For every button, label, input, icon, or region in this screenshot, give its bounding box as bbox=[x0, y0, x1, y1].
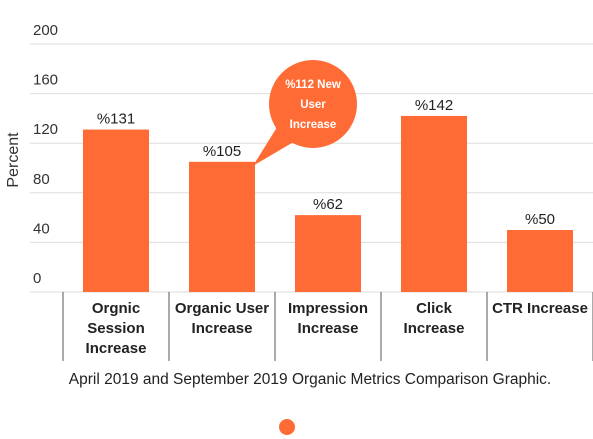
x-tick-label: Session bbox=[87, 320, 145, 337]
x-tick-label: Increase bbox=[86, 340, 147, 357]
callout-bubble bbox=[269, 60, 357, 148]
bar bbox=[295, 215, 361, 292]
data-label: %131 bbox=[97, 111, 135, 128]
x-tick-label: Increase bbox=[298, 320, 359, 337]
bar bbox=[83, 129, 149, 292]
y-tick-label: 160 bbox=[33, 72, 58, 89]
callout-text: User bbox=[300, 99, 326, 111]
y-tick-label: 120 bbox=[33, 121, 58, 138]
legend-marker bbox=[279, 419, 295, 435]
y-tick-label: 40 bbox=[33, 220, 50, 237]
data-label: %142 bbox=[415, 97, 453, 114]
data-label: %62 bbox=[313, 196, 343, 213]
y-tick-label: 200 bbox=[33, 22, 58, 39]
data-labels: %131 %105 %62 %142 %50 bbox=[97, 97, 555, 228]
x-tick-label: Click bbox=[416, 300, 453, 317]
x-tick-label: CTR Increase bbox=[492, 300, 588, 317]
bar bbox=[507, 230, 573, 292]
chart-caption: April 2019 and September 2019 Organic Me… bbox=[69, 371, 551, 388]
y-axis-ticks: 0 40 80 120 160 200 bbox=[33, 22, 58, 287]
y-axis-label: Percent bbox=[5, 132, 22, 188]
category-separators bbox=[62, 292, 593, 361]
callout-annotation: %112 New User Increase bbox=[253, 60, 357, 166]
x-tick-label: Increase bbox=[404, 320, 465, 337]
data-label: %50 bbox=[525, 211, 555, 228]
y-tick-label: 80 bbox=[33, 171, 50, 188]
data-label: %105 bbox=[203, 143, 241, 160]
x-tick-label: Organic User bbox=[175, 300, 269, 317]
x-tick-label: Increase bbox=[192, 320, 253, 337]
callout-text: %112 New bbox=[285, 79, 341, 91]
x-tick-label: Impression bbox=[288, 300, 368, 317]
bar bbox=[401, 115, 467, 292]
y-tick-label: 0 bbox=[33, 270, 41, 287]
callout-text: Increase bbox=[290, 119, 337, 131]
bars bbox=[83, 115, 573, 292]
bar bbox=[189, 161, 255, 292]
x-tick-label: Orgnic bbox=[92, 300, 140, 317]
x-axis-categories: Orgnic Session Increase Organic User Increas… bbox=[86, 300, 588, 357]
